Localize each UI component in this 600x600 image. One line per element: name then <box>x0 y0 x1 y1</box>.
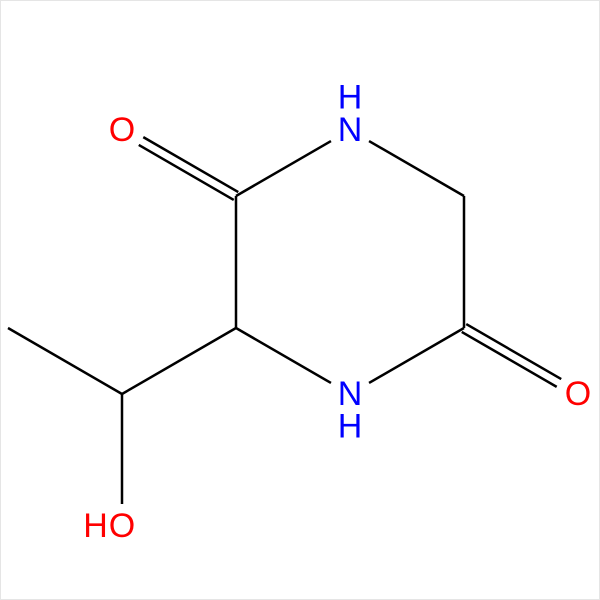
atom-N1: NH <box>338 79 363 149</box>
atom-O5: O <box>565 375 591 413</box>
molecule-diagram: NHNHOOOH <box>0 0 600 600</box>
svg-text:O: O <box>565 375 591 413</box>
atom-N4: NH <box>338 375 363 445</box>
svg-text:H: H <box>83 507 108 545</box>
svg-text:H: H <box>338 407 363 445</box>
svg-text:H: H <box>338 79 363 117</box>
svg-text:O: O <box>109 111 135 149</box>
atom-O2: O <box>109 111 135 149</box>
svg-text:O: O <box>109 507 135 545</box>
atom-O7: OH <box>83 507 135 545</box>
